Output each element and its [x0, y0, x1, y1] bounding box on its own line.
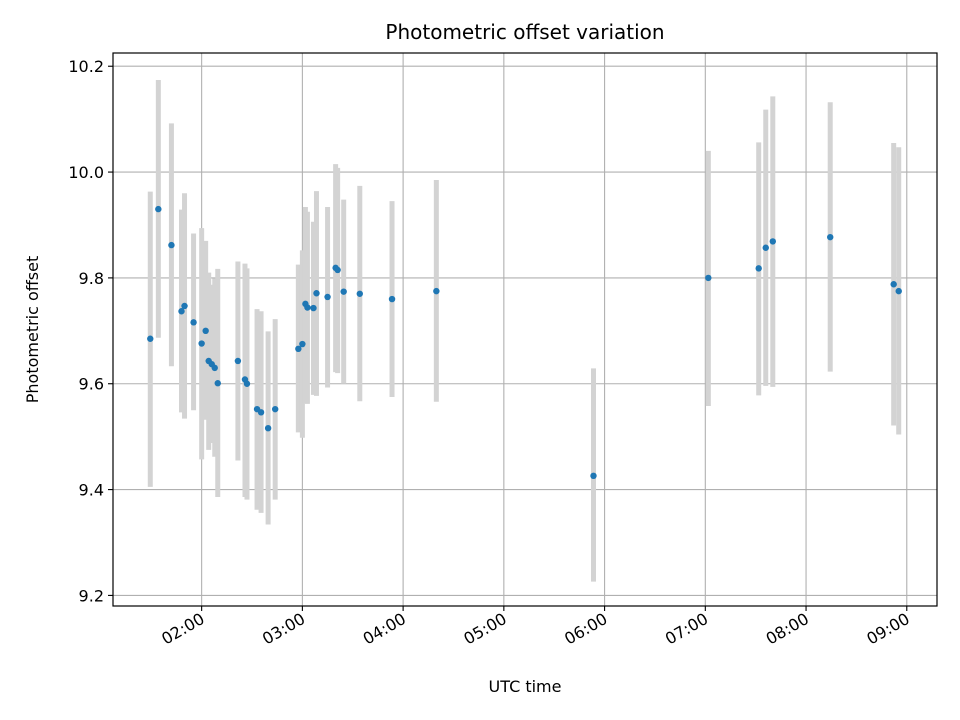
data-point — [313, 290, 320, 297]
y-axis-ticks: 9.2 9.4 9.6 9.8 10.0 10.2 — [68, 57, 113, 605]
data-point — [257, 409, 265, 416]
data-point — [433, 287, 440, 295]
data-point — [356, 290, 363, 297]
plot-area-frame — [112, 52, 938, 607]
data-point — [211, 364, 218, 372]
data-point — [340, 288, 347, 295]
data-point — [234, 357, 242, 365]
y-tick-label: 9.4 — [79, 481, 104, 500]
y-tick-label: 9.8 — [79, 269, 104, 288]
data-point — [334, 266, 341, 274]
chart-title: Photometric offset variation — [385, 20, 664, 44]
data-point — [755, 265, 762, 272]
data-points — [147, 205, 902, 480]
y-tick-label: 10.2 — [68, 57, 104, 76]
data-point — [705, 274, 712, 282]
data-point — [168, 241, 175, 249]
data-point — [295, 345, 302, 353]
data-point — [243, 380, 251, 387]
data-point — [202, 327, 209, 335]
data-point — [299, 340, 306, 348]
data-point — [762, 244, 769, 251]
y-tick-label: 9.6 — [79, 375, 104, 394]
data-point — [181, 302, 188, 310]
y-axis-title: Photometric offset — [23, 256, 42, 404]
x-axis-title: UTC time — [489, 677, 562, 696]
data-point — [198, 340, 205, 347]
grid — [113, 53, 937, 606]
data-point — [895, 287, 902, 295]
data-point — [271, 405, 279, 413]
data-point — [214, 380, 221, 387]
data-point — [155, 205, 162, 213]
data-point — [310, 304, 317, 312]
y-tick-label: 10.0 — [68, 163, 104, 182]
data-point — [827, 233, 834, 241]
data-point — [890, 281, 897, 288]
data-point — [178, 308, 185, 315]
data-point — [147, 335, 154, 342]
y-tick-label: 9.2 — [79, 586, 104, 605]
data-point — [590, 472, 597, 480]
data-point — [304, 304, 311, 311]
data-point — [190, 319, 197, 326]
data-point — [324, 293, 331, 301]
data-point — [769, 238, 777, 245]
data-point — [264, 424, 272, 432]
data-point — [388, 295, 396, 303]
